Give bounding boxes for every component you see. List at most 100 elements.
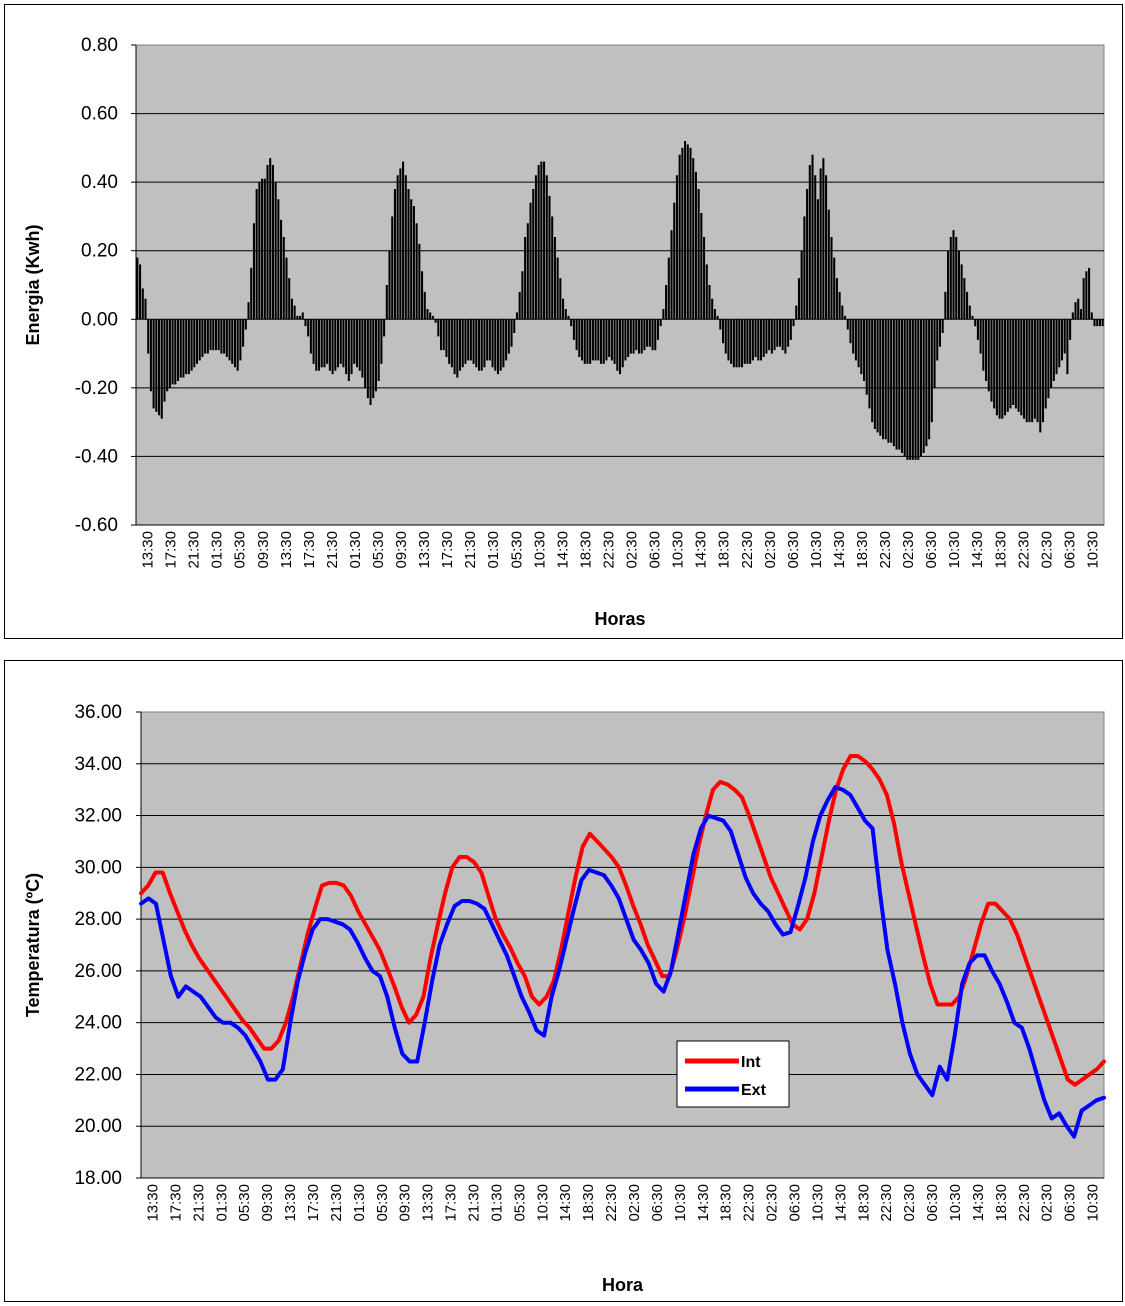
temperature-chart-panel: 36.00 34.00 32.00 30.00 28.00 26.00 24.00 22.00… [4,660,1123,1302]
bar [437,319,440,337]
bar [480,319,483,371]
x-tick-label: 21:30 [462,531,479,569]
bar [808,165,811,320]
x-tick-label: 14:30 [554,531,571,569]
bar [900,319,904,453]
bar [873,319,876,429]
bar [274,182,277,320]
bar [743,319,746,364]
bar [971,315,974,320]
bar [136,257,139,320]
bar [911,319,914,460]
bar [144,298,147,320]
y-tick-label: 30.00 [74,857,122,878]
bar [917,319,920,460]
bar [488,319,491,361]
bar [789,319,792,340]
x-tick-label: 18:30 [718,1184,735,1222]
x-tick-label: 17:30 [301,531,318,569]
bar [1082,278,1085,320]
bar [681,147,684,320]
x-tick-label: 05:30 [236,1184,253,1222]
bar [559,278,562,320]
bar [380,319,383,364]
bar [545,175,548,320]
bar [868,319,871,409]
bar [475,319,478,368]
bar [385,285,388,320]
bar [231,319,234,364]
bar [960,264,963,320]
bar [315,319,318,371]
bar [171,319,174,385]
bar [957,250,960,320]
y-tick-label: -0.40 [75,446,118,467]
x-tick-label: 02:30 [1039,1184,1056,1222]
bar [995,319,998,416]
bar [976,319,979,340]
bar [187,319,190,375]
bar [616,319,619,371]
x-tick-label: 01:30 [213,1184,230,1222]
x-tick-label: 17:30 [305,1184,322,1222]
bar [149,319,152,392]
x-tick-label: 01:30 [209,531,226,569]
bar [974,319,977,327]
bar [271,165,274,320]
bar [361,319,364,378]
bar [575,319,578,351]
bar [871,319,874,423]
bar [543,161,546,320]
bar [703,237,706,320]
bar [567,315,570,320]
bar [613,319,616,364]
bar [1060,319,1064,361]
x-tick-label: 22:30 [600,531,617,569]
energy-chart: 0.80 0.60 0.40 0.20 0.00 -0.20 -0.40 -0.60 13:30… [23,35,1105,629]
bar [602,319,605,364]
bar [1069,319,1072,340]
bar [342,319,345,368]
bar [209,319,212,351]
bar [277,199,280,320]
bar [155,319,158,412]
x-tick-label: 18:30 [855,1184,872,1222]
bar [250,267,253,320]
bar [309,319,312,354]
bar [759,319,763,361]
x-tick-label: 02:30 [1038,531,1055,569]
bar [1066,319,1069,375]
bar [301,312,304,320]
bar [865,319,868,395]
bar [312,319,315,364]
x-tick-label: 09:30 [393,531,410,569]
bar [1039,319,1042,433]
bar [909,319,912,460]
bar [705,264,708,320]
bar [773,319,776,351]
bar [418,243,421,320]
bar [529,202,532,320]
bar [296,315,299,320]
bar [667,257,670,320]
bar [938,319,941,347]
bar [797,278,800,320]
bar [499,319,502,371]
x-tick-label: 02:30 [901,1184,918,1222]
x-tick-label: 22:30 [603,1184,620,1222]
bar [822,158,825,320]
bar [507,319,510,354]
bar [396,175,399,320]
bar [863,319,866,381]
bar [551,216,554,320]
bar [955,237,958,320]
bar [228,319,231,361]
bar [339,319,342,364]
x-tick-label: 22:30 [1016,1184,1033,1222]
bar [168,319,171,388]
bar [336,319,340,368]
bar [968,305,971,320]
bar [599,319,603,364]
bar [139,264,142,320]
bar [730,319,733,364]
